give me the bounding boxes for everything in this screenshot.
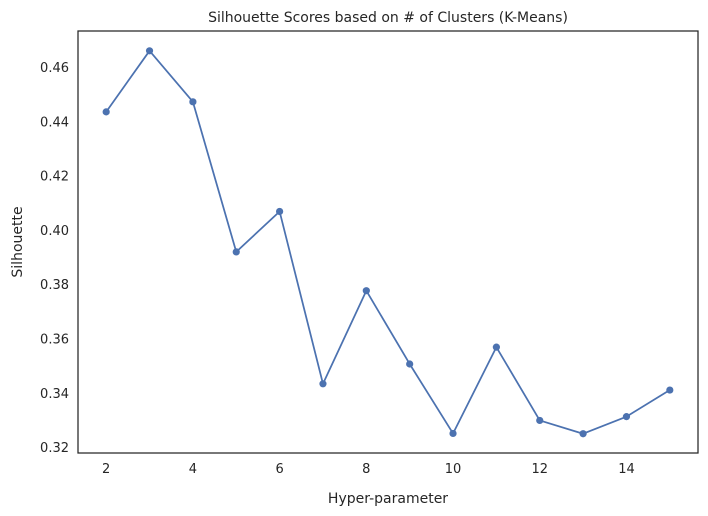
x-tick-label: 6 [275,462,283,477]
data-point [449,429,457,438]
y-axis-ticks: 0.32 0.34 0.36 0.38 0.40 0.42 0.44 0.46 [40,61,69,456]
data-point [406,360,414,368]
y-tick-label: 0.36 [40,333,69,348]
y-tick-label: 0.40 [40,224,69,239]
x-tick-label: 2 [102,462,110,477]
chart-title: Silhouette Scores based on # of Clusters… [208,10,568,26]
data-point [536,416,544,425]
data-point [579,430,587,438]
x-tick-label: 14 [618,462,635,477]
y-tick-label: 0.32 [40,441,69,456]
y-tick-label: 0.46 [40,61,69,76]
data-point [622,413,631,421]
x-tick-label: 12 [531,462,548,477]
data-point [276,207,284,216]
plot-frame [77,30,699,454]
data-point [189,98,197,106]
data-point [362,287,370,295]
data-point [319,380,327,388]
y-tick-label: 0.34 [40,387,69,402]
x-axis-label: Hyper-parameter [328,491,448,507]
series-points [102,47,674,438]
data-point [145,47,154,55]
x-tick-label: 10 [445,462,462,477]
y-tick-label: 0.42 [40,170,69,185]
data-point [102,108,110,116]
x-tick-label: 4 [189,462,197,477]
series-line [105,49,671,435]
data-point [666,386,674,394]
y-tick-label: 0.44 [40,115,69,130]
y-axis-label: Silhouette [10,206,26,277]
x-axis-ticks: 2 4 6 8 10 12 14 [102,462,635,477]
y-tick-label: 0.38 [40,278,69,293]
data-point [232,248,240,256]
data-point [492,343,500,351]
x-tick-label: 8 [362,462,370,477]
